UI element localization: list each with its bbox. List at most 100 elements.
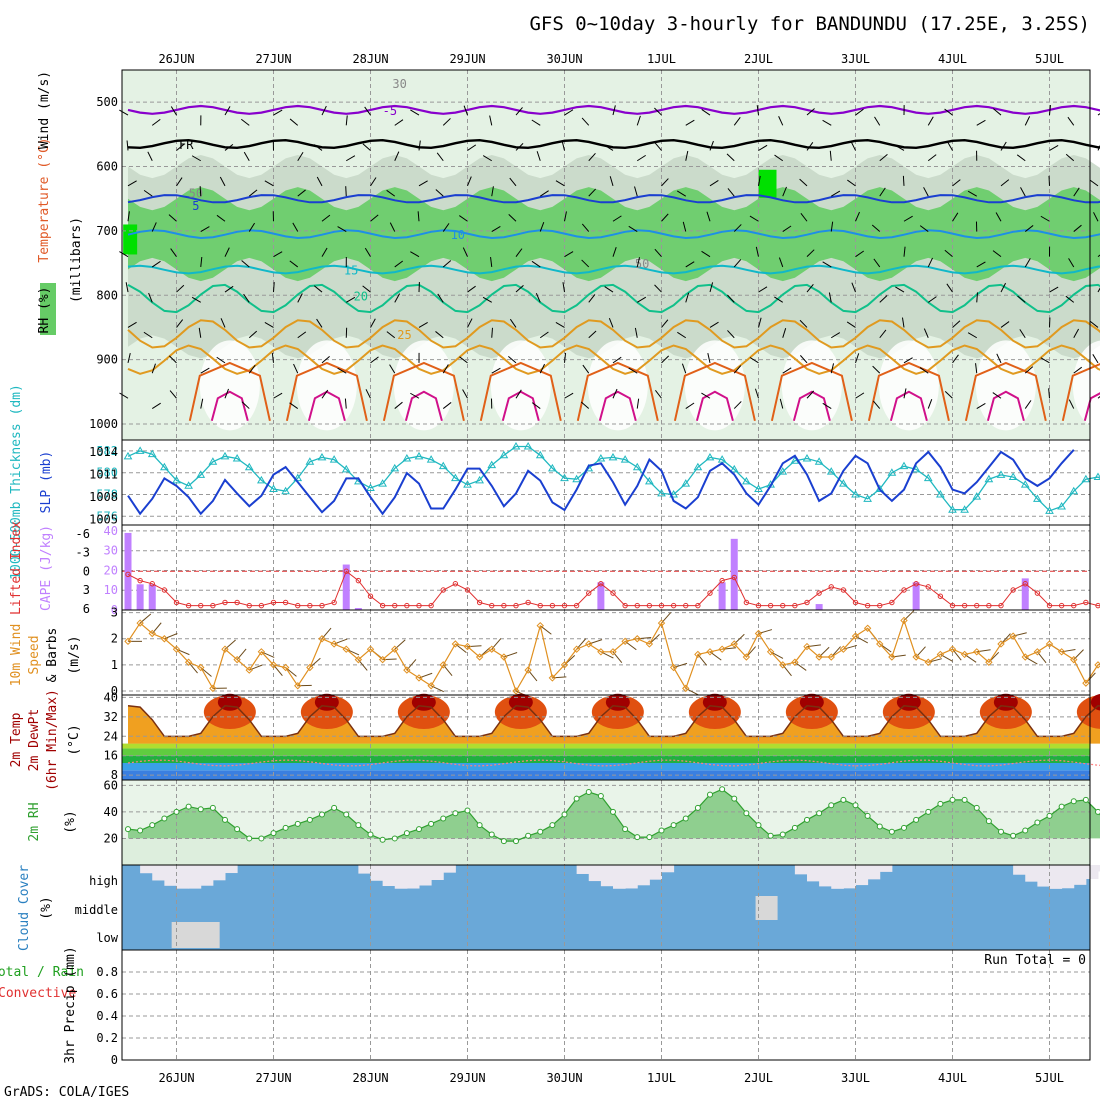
wind-point [160, 635, 169, 643]
rh2m-point [428, 820, 435, 827]
rh2m-point [306, 816, 313, 823]
temp-contour [127, 264, 1100, 275]
rh2m-point [694, 804, 701, 811]
thickness-point [1008, 472, 1018, 481]
li-point [1071, 602, 1077, 609]
li-point [974, 602, 980, 609]
rh2m-point [779, 831, 786, 838]
rh2m-point [682, 815, 689, 822]
wind-point [730, 640, 738, 648]
wind-barb [976, 119, 986, 126]
thickness-point [499, 450, 509, 459]
rh2m-ytick: 20 [104, 831, 118, 845]
rh-legend-swatch [40, 283, 56, 335]
thickness-point [1069, 486, 1079, 495]
wind-point [912, 653, 920, 661]
cloud-high-clear [879, 865, 893, 872]
wind-barb [1020, 187, 1026, 197]
li-point [489, 602, 495, 609]
rh2m-point [125, 826, 131, 833]
wind-barb [151, 402, 161, 409]
wind-barb [119, 251, 129, 258]
li-point [149, 581, 155, 587]
wind-point [172, 645, 181, 653]
wind-barb [410, 109, 420, 116]
wind-point [718, 645, 726, 653]
wind-barb [531, 260, 541, 268]
wind-barb [806, 284, 814, 293]
wind-point [488, 645, 496, 653]
thickness-point [196, 470, 206, 478]
wind-barb [370, 318, 376, 328]
rh2m-point [1058, 803, 1065, 810]
rh2m-point [355, 822, 362, 829]
wind-barb [394, 119, 404, 126]
li-point [937, 593, 944, 599]
wind-barb [1024, 116, 1031, 126]
cloud-high-clear [1073, 865, 1087, 885]
wind-barb [580, 401, 590, 409]
li-point [282, 599, 289, 606]
wind-barb [436, 152, 444, 162]
rh2m-point [209, 804, 216, 811]
wind-point [415, 674, 423, 682]
cape-bar [815, 604, 823, 610]
li-point [670, 602, 677, 609]
wind-barb [976, 292, 978, 303]
wind-barb [661, 213, 669, 222]
rh2m-point [888, 828, 895, 835]
thickness-point [220, 451, 230, 460]
temp-max-fill [300, 695, 353, 729]
temp-contour-dkorange [382, 361, 465, 422]
rh2m-point [828, 802, 835, 809]
wind-barb [1089, 320, 1099, 328]
wind-barb [394, 151, 400, 161]
cloud-high-clear [176, 865, 190, 889]
rh-plume [296, 340, 357, 431]
cloud-high-clear [1098, 865, 1100, 872]
wind-barb [491, 327, 493, 338]
wind-barb [370, 177, 377, 187]
li-point [925, 584, 931, 590]
wind-barb [442, 118, 451, 126]
wind-barb [830, 221, 834, 232]
dewpoint-band [122, 743, 1090, 749]
cloud-high-clear [394, 865, 408, 889]
temp-max-fill [688, 695, 741, 729]
wind-barb [151, 118, 161, 126]
wind-barb [919, 367, 929, 374]
thickness-point [839, 479, 848, 487]
rh2m-area [128, 789, 1100, 842]
date-label-top: 26JUN [158, 52, 194, 66]
thickness-ytick: 582 [96, 444, 118, 458]
wind-barb [191, 296, 202, 303]
wind-point [342, 645, 350, 653]
thickness-point [620, 455, 630, 463]
date-label-top: 5JUL [1035, 52, 1064, 66]
wind-barb [755, 246, 759, 257]
li-point [561, 602, 568, 609]
li-point [440, 587, 446, 593]
contour-label: 50 [635, 257, 649, 271]
wind-barb [143, 189, 153, 197]
wind-barb [491, 186, 494, 197]
rh2m-point [258, 835, 265, 842]
wind-barb [707, 352, 711, 363]
li-point [864, 602, 871, 609]
wind-barb [200, 398, 204, 409]
wind-barb [758, 175, 761, 186]
cloud-row-label: high [89, 874, 118, 888]
date-label-bottom: 28JUN [352, 1071, 388, 1085]
wind-barb [655, 390, 662, 399]
cape-axis-label: CAPE (J/kg) [39, 525, 54, 611]
grads-credit: GrADS: COLA/IGES [4, 1085, 129, 1100]
wind-barb [467, 318, 473, 328]
thickness-point [281, 486, 290, 495]
rh2m-point [525, 832, 532, 839]
wind-point [633, 635, 641, 643]
rh2m-point [440, 815, 447, 822]
wind-barb [636, 257, 641, 268]
wind-point [1021, 653, 1029, 661]
li-point [331, 599, 337, 606]
rh-plume [199, 340, 260, 431]
